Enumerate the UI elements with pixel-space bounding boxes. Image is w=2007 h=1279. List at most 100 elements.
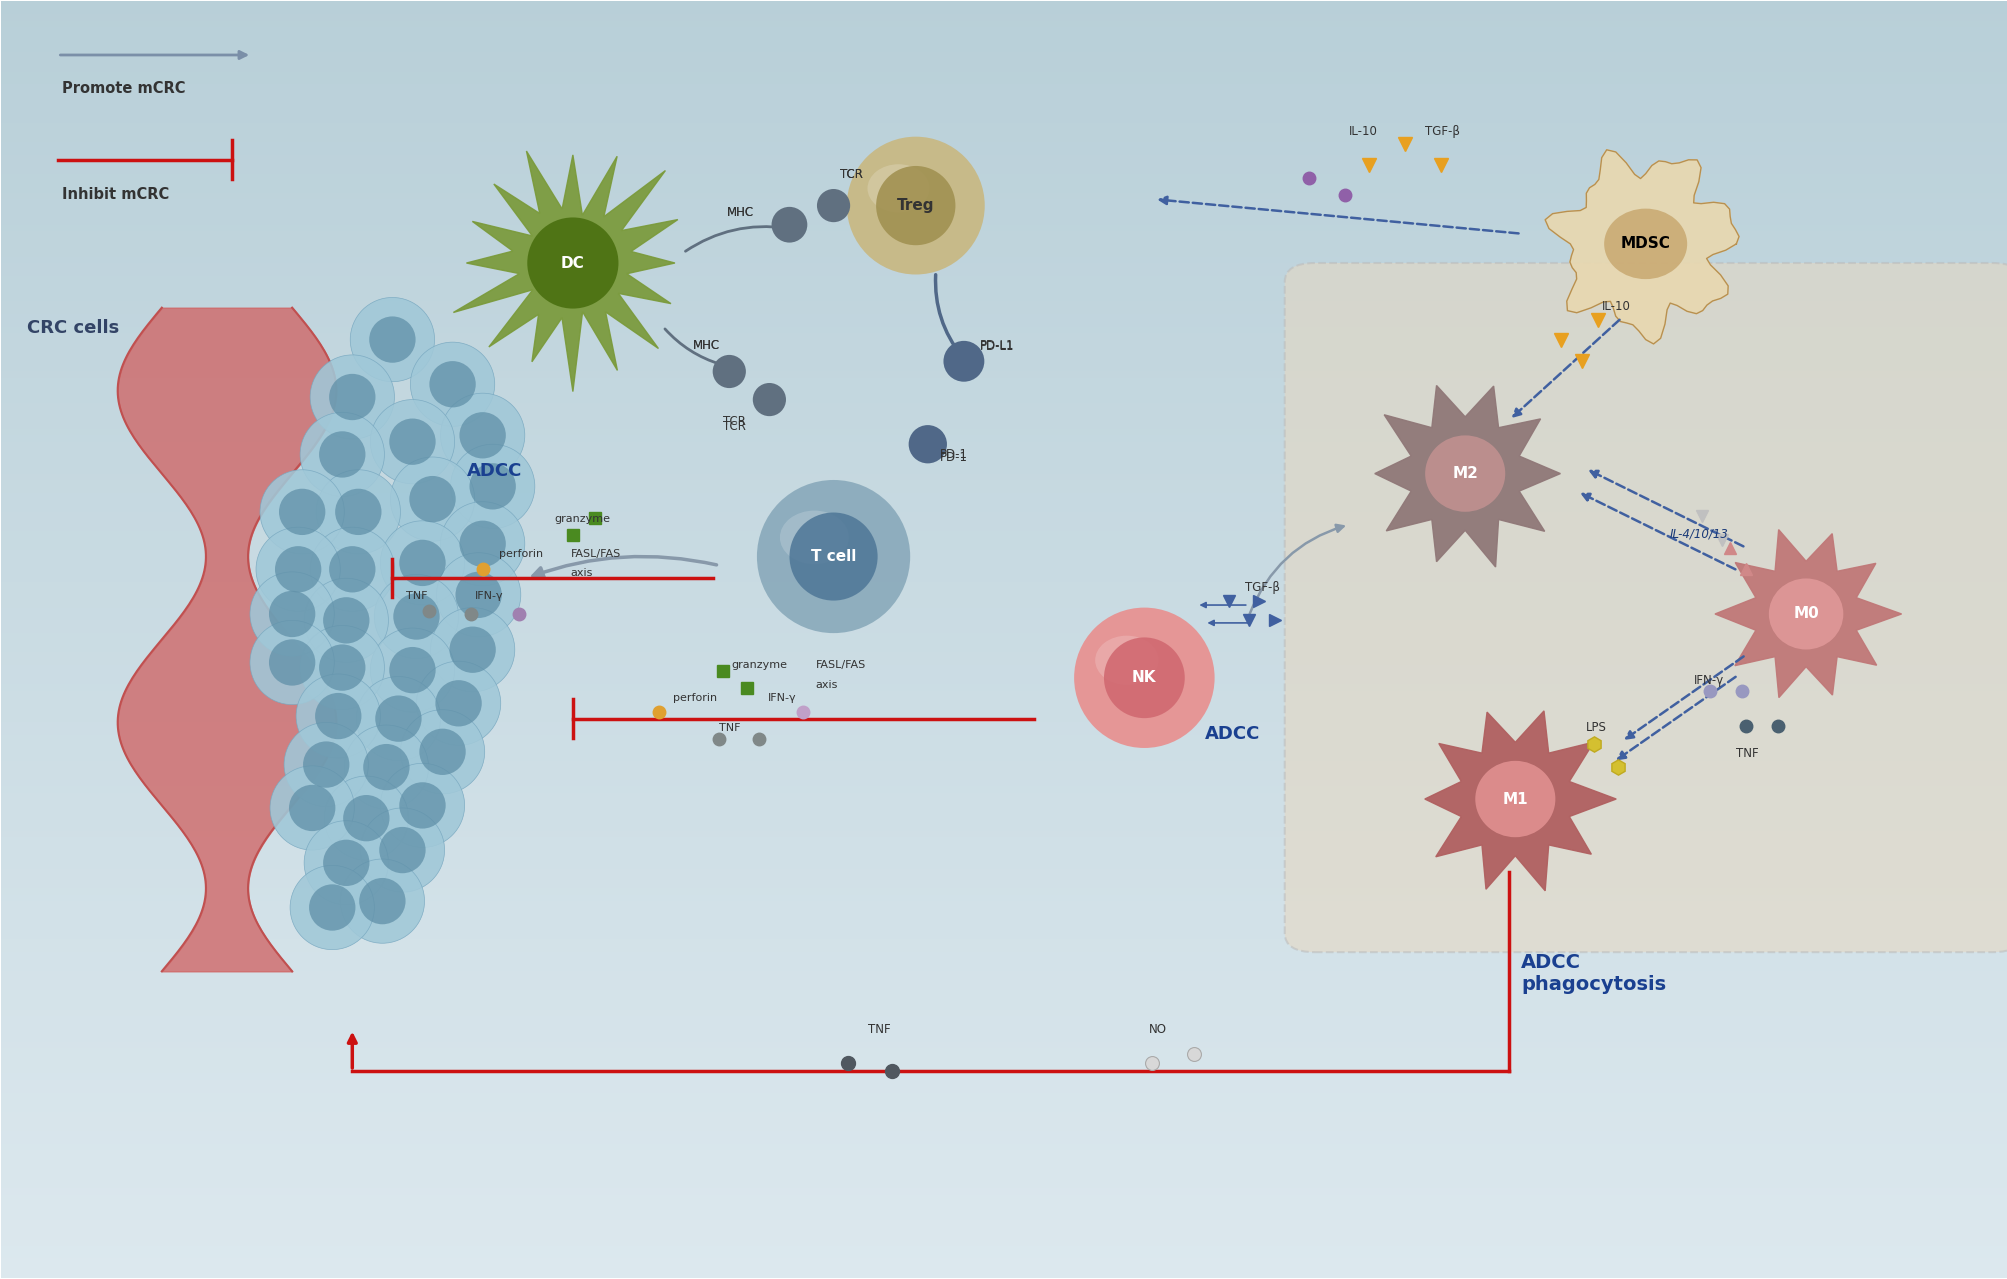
- Text: MHC: MHC: [727, 206, 755, 219]
- Text: NK: NK: [1132, 670, 1156, 686]
- Bar: [2, 441, 2005, 448]
- Text: Promote mCRC: Promote mCRC: [62, 82, 185, 96]
- Bar: [2, 1099, 2005, 1105]
- Bar: [2, 1233, 2005, 1239]
- Bar: [2, 556, 2005, 563]
- Text: CRC cells: CRC cells: [28, 320, 120, 338]
- Ellipse shape: [817, 189, 849, 223]
- Ellipse shape: [269, 766, 353, 851]
- Bar: [2, 1009, 2005, 1016]
- Bar: [2, 396, 2005, 403]
- Ellipse shape: [440, 393, 524, 477]
- Ellipse shape: [789, 513, 877, 601]
- Ellipse shape: [440, 501, 524, 586]
- Bar: [2, 812, 2005, 819]
- Bar: [2, 14, 2005, 20]
- Text: axis: axis: [815, 680, 837, 689]
- Bar: [2, 964, 2005, 971]
- Ellipse shape: [315, 469, 399, 554]
- Bar: [2, 358, 2005, 365]
- Bar: [2, 327, 2005, 334]
- Bar: [2, 1041, 2005, 1048]
- Text: ADCC: ADCC: [466, 462, 522, 480]
- Bar: [2, 136, 2005, 142]
- Bar: [2, 499, 2005, 505]
- Bar: [2, 1207, 2005, 1214]
- Bar: [2, 1086, 2005, 1092]
- Bar: [2, 283, 2005, 289]
- Text: MHC: MHC: [727, 206, 755, 219]
- Bar: [2, 952, 2005, 958]
- Text: IFN-γ: IFN-γ: [1694, 674, 1724, 687]
- Bar: [2, 1, 2005, 8]
- Ellipse shape: [847, 137, 983, 275]
- Bar: [2, 352, 2005, 358]
- Bar: [2, 934, 2005, 939]
- Bar: [2, 200, 2005, 206]
- Bar: [2, 640, 2005, 646]
- Bar: [2, 1105, 2005, 1111]
- Bar: [2, 767, 2005, 774]
- Bar: [2, 787, 2005, 793]
- Bar: [2, 883, 2005, 889]
- Bar: [2, 1118, 2005, 1124]
- Bar: [2, 819, 2005, 825]
- Ellipse shape: [349, 298, 434, 381]
- Bar: [2, 870, 2005, 876]
- Bar: [2, 831, 2005, 838]
- Ellipse shape: [289, 866, 373, 949]
- Text: TNF: TNF: [719, 724, 741, 733]
- Ellipse shape: [323, 840, 369, 886]
- Bar: [2, 863, 2005, 870]
- Ellipse shape: [450, 627, 496, 673]
- Bar: [2, 838, 2005, 844]
- Bar: [2, 308, 2005, 315]
- Bar: [2, 927, 2005, 934]
- Bar: [2, 1156, 2005, 1163]
- Ellipse shape: [399, 710, 484, 794]
- Text: IFN-γ: IFN-γ: [474, 591, 504, 601]
- Bar: [2, 971, 2005, 977]
- Bar: [2, 716, 2005, 723]
- Ellipse shape: [315, 693, 361, 739]
- Ellipse shape: [393, 593, 440, 640]
- Bar: [2, 371, 2005, 377]
- Bar: [2, 780, 2005, 787]
- Bar: [2, 601, 2005, 608]
- Ellipse shape: [875, 166, 955, 246]
- Ellipse shape: [753, 382, 785, 416]
- Bar: [2, 1252, 2005, 1259]
- Bar: [2, 238, 2005, 244]
- Bar: [2, 84, 2005, 91]
- Ellipse shape: [1074, 608, 1214, 748]
- Bar: [2, 454, 2005, 460]
- Ellipse shape: [429, 361, 476, 408]
- Bar: [2, 1035, 2005, 1041]
- Bar: [2, 52, 2005, 59]
- Bar: [2, 180, 2005, 187]
- Text: perforin: perforin: [672, 693, 716, 702]
- Bar: [2, 984, 2005, 990]
- Bar: [2, 902, 2005, 908]
- Bar: [2, 729, 2005, 735]
- Bar: [2, 945, 2005, 952]
- Ellipse shape: [255, 527, 339, 611]
- Text: FASL/FAS: FASL/FAS: [570, 549, 620, 559]
- FancyBboxPatch shape: [1284, 263, 2007, 952]
- Bar: [2, 1271, 2005, 1278]
- Ellipse shape: [279, 489, 325, 535]
- Bar: [2, 315, 2005, 321]
- Bar: [2, 1175, 2005, 1182]
- Ellipse shape: [389, 647, 436, 693]
- Bar: [2, 582, 2005, 588]
- Text: DC: DC: [560, 256, 584, 271]
- Bar: [2, 91, 2005, 97]
- Ellipse shape: [470, 463, 516, 509]
- Bar: [2, 390, 2005, 396]
- Bar: [2, 1124, 2005, 1131]
- Bar: [2, 550, 2005, 556]
- Bar: [2, 416, 2005, 422]
- Text: TNF: TNF: [1734, 747, 1758, 760]
- Ellipse shape: [460, 412, 506, 458]
- Ellipse shape: [379, 828, 425, 874]
